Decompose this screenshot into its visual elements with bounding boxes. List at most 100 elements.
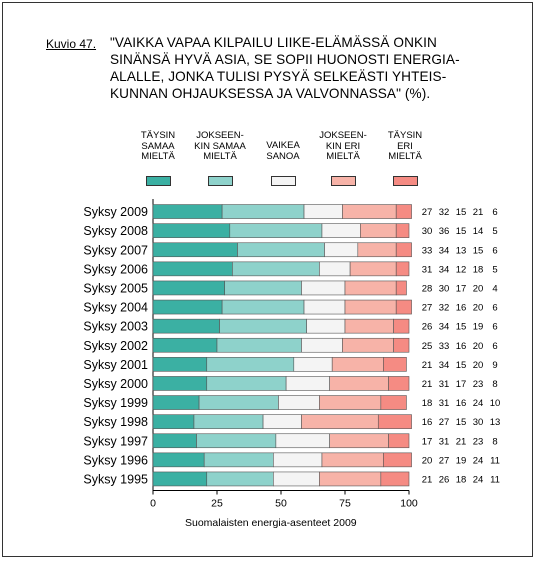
- x-tick-label: 100: [400, 498, 418, 510]
- figure-label: Kuvio 47.: [46, 37, 97, 51]
- value-label: 4: [492, 283, 497, 294]
- bar-segment: [273, 471, 320, 487]
- category-label: Syksy 1995: [83, 472, 148, 486]
- value-label: 18: [473, 264, 484, 275]
- bar-segment: [206, 357, 295, 372]
- bar-segment: [152, 280, 225, 296]
- legend-label: VAIKEA SANOA: [243, 140, 323, 162]
- bar-segment: [395, 204, 412, 219]
- bar-segment: [262, 414, 302, 429]
- bar-segment: [152, 337, 218, 353]
- legend-label-line: MIELTÄ: [203, 151, 237, 162]
- bar-segment: [152, 376, 208, 391]
- bar-segment: [342, 337, 394, 353]
- legend-swatch: [331, 176, 356, 186]
- value-label: 30: [439, 283, 450, 294]
- value-label: 18: [422, 398, 433, 409]
- value-label: 20: [473, 360, 484, 371]
- value-label: 6: [492, 341, 497, 352]
- x-tick-label: 50: [275, 498, 287, 510]
- bar-segment: [152, 471, 208, 487]
- value-label: 33: [439, 341, 450, 352]
- legend-swatch: [271, 176, 296, 186]
- value-label: 31: [422, 264, 433, 275]
- value-label: 33: [422, 245, 433, 256]
- bar-segment: [395, 261, 410, 277]
- bar-segment: [383, 357, 407, 372]
- value-label: 34: [439, 360, 450, 371]
- category-label: Syksy 2002: [83, 339, 148, 353]
- value-label: 26: [422, 322, 433, 333]
- bar-segment: [229, 223, 323, 238]
- legend-label-line: KIN SAMAA: [194, 140, 246, 152]
- category-label: Syksy 1997: [83, 434, 148, 448]
- legend-label-line: MIELTÄ: [141, 151, 175, 162]
- value-label: 21: [422, 360, 433, 371]
- bar-segment: [203, 452, 274, 468]
- legend-swatch: [146, 176, 171, 186]
- bar-segment: [152, 261, 233, 277]
- bar-segment: [152, 204, 223, 219]
- value-label: 5: [492, 226, 497, 237]
- bar-segment: [324, 242, 359, 258]
- bar-segment: [221, 204, 305, 219]
- bar-segment: [206, 376, 287, 391]
- legend-label-line: SANOA: [266, 150, 300, 162]
- value-label: 15: [456, 417, 467, 428]
- legend-label-line: VAIKEA: [266, 140, 300, 151]
- value-label: 34: [439, 264, 450, 275]
- bar-segment: [301, 280, 346, 296]
- bar-segment: [152, 414, 195, 429]
- bar-segment: [198, 395, 279, 410]
- bar-segment: [285, 376, 330, 391]
- value-label: 21: [422, 379, 433, 390]
- bar-segment: [342, 204, 397, 219]
- bar-segment: [344, 318, 394, 334]
- bar-segment: [331, 357, 384, 372]
- value-label: 15: [456, 226, 467, 237]
- bar-segment: [349, 261, 397, 277]
- value-label: 19: [456, 455, 467, 466]
- value-label: 6: [492, 303, 497, 314]
- bar-segment: [319, 471, 382, 487]
- legend-label-line: TÄYSIN: [387, 130, 423, 141]
- category-label: Syksy 1996: [83, 453, 148, 467]
- value-label: 27: [422, 207, 433, 218]
- value-label: 21: [473, 207, 484, 218]
- legend-label-line: KIN ERI: [325, 140, 361, 152]
- legend-label: JOKSEEN- KIN ERI MIELTÄ: [303, 130, 383, 163]
- bar-segment: [152, 318, 220, 334]
- value-label: 31: [439, 379, 450, 390]
- value-label: 16: [456, 398, 467, 409]
- bar-segment: [303, 204, 343, 219]
- bar-segment: [219, 318, 307, 334]
- bar-segment: [301, 337, 343, 353]
- value-label: 27: [439, 417, 450, 428]
- bar-segment: [395, 280, 407, 296]
- category-label: Syksy 2009: [83, 205, 148, 219]
- bar-segment: [388, 376, 410, 391]
- category-label: Syksy 1999: [83, 396, 148, 410]
- category-label: Syksy 1998: [83, 415, 148, 429]
- value-label: 27: [422, 303, 433, 314]
- value-label: 16: [456, 303, 467, 314]
- value-label: 20: [473, 303, 484, 314]
- legend-label-line: JOKSEEN-: [196, 130, 244, 141]
- category-label: Syksy 2006: [83, 262, 148, 276]
- value-label: 15: [456, 322, 467, 333]
- value-label: 13: [490, 417, 501, 428]
- legend-label-line: MIELTÄ: [388, 151, 422, 162]
- legend-label: TÄYSIN SAMAA MIELTÄ: [118, 130, 198, 163]
- value-label: 20: [473, 341, 484, 352]
- bar-segment: [275, 433, 330, 449]
- title-line: SINÄNSÄ HYVÄ ASIA, SE SOPII HUONOSTI ENE…: [110, 52, 460, 67]
- bar-segment: [319, 395, 382, 410]
- bar-segment: [395, 242, 412, 258]
- bar-segment: [357, 242, 397, 258]
- bar-segment: [237, 242, 325, 258]
- legend-label: TÄYSIN ERI MIELTÄ: [365, 130, 445, 163]
- x-tick-label: 75: [339, 498, 351, 510]
- legend-label-line: TÄYSIN: [140, 130, 176, 141]
- category-label: Syksy 2008: [83, 224, 148, 238]
